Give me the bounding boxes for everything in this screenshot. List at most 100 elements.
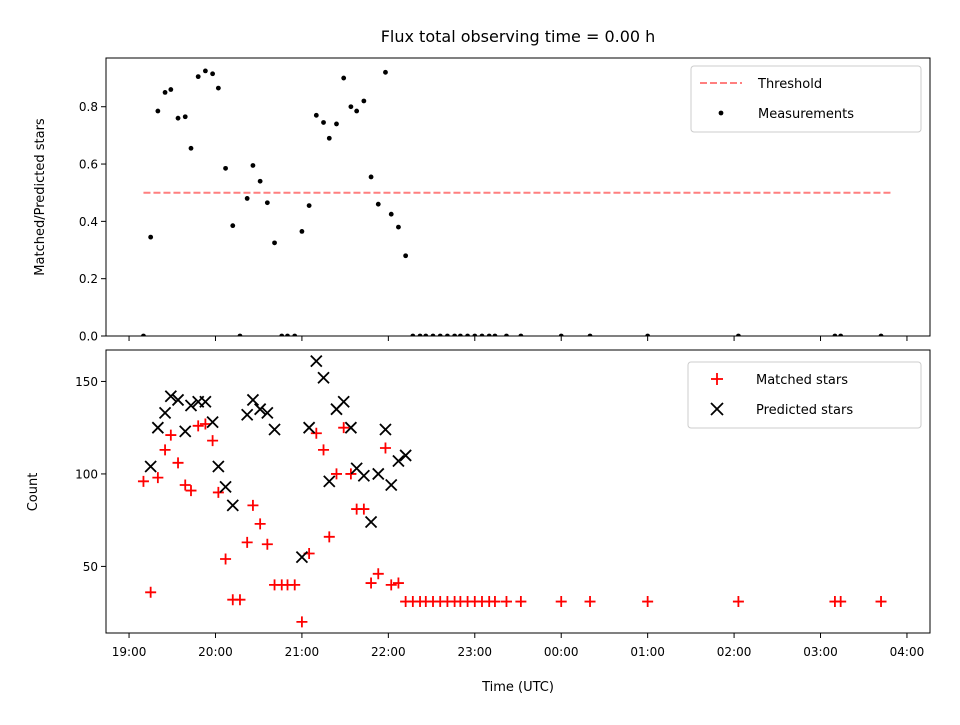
matched-stars-point xyxy=(212,486,224,498)
measurements-point xyxy=(326,135,332,141)
measurements-point xyxy=(175,115,181,121)
measurements-point xyxy=(230,223,236,229)
predicted-stars-point xyxy=(212,460,225,473)
measurements-point xyxy=(257,178,263,184)
measurements-point xyxy=(472,333,478,336)
measurements-point xyxy=(279,333,285,336)
matched-stars-point xyxy=(137,475,149,487)
matched-stars-point xyxy=(165,429,177,441)
matched-stars-point xyxy=(254,518,266,530)
count-x-tick-label: 23:00 xyxy=(457,645,492,659)
ratio-legend: Threshold Measurements xyxy=(690,65,922,133)
predicted-stars-point xyxy=(261,406,274,420)
measurements-point xyxy=(403,253,409,259)
measurements-point xyxy=(237,333,243,336)
matched-stars-point xyxy=(555,596,567,608)
predicted-stars-point xyxy=(171,393,185,407)
predicted-stars-point xyxy=(372,467,385,481)
count-x-tick-label: 20:00 xyxy=(198,645,233,659)
matched-stars-point xyxy=(192,420,204,432)
measurements-point xyxy=(361,98,367,104)
measurements-point xyxy=(250,163,256,168)
count-y-tick-label: 150 xyxy=(75,375,98,389)
matched-stars-point xyxy=(358,503,370,515)
predicted-stars-point xyxy=(199,395,212,408)
ratio-y-tick-label: 0.8 xyxy=(79,100,98,114)
matched-stars-point xyxy=(365,577,377,589)
measurements-point xyxy=(210,71,216,77)
matched-stars-point xyxy=(489,596,501,608)
matched-stars-point xyxy=(835,596,847,608)
figure-title: Flux total observing time = 0.00 h xyxy=(381,27,656,46)
legend-matched-label: Matched stars xyxy=(756,373,848,388)
measurements-point xyxy=(417,333,423,336)
matched-stars-point xyxy=(345,468,357,480)
predicted-stars-point xyxy=(184,399,198,412)
matched-stars-point xyxy=(220,553,232,565)
ratio-y-tick-label: 0.6 xyxy=(79,158,98,172)
measurements-point xyxy=(878,333,884,336)
matched-stars-point xyxy=(207,435,219,447)
measurements-point xyxy=(354,108,360,114)
matched-stars-point xyxy=(152,472,164,484)
count-y-tick-label: 50 xyxy=(83,560,98,574)
measurements-point xyxy=(313,112,319,118)
measurements-point xyxy=(299,228,305,234)
measurements-point xyxy=(215,85,221,91)
measurements-point xyxy=(292,333,298,336)
ratio-plot-area xyxy=(141,68,893,336)
measurements-point xyxy=(832,333,838,336)
ratio-y-tick-label: 0.4 xyxy=(79,215,98,229)
count-plot-frame xyxy=(105,349,931,634)
measurements-point xyxy=(457,333,463,336)
predicted-stars-point xyxy=(206,416,219,429)
measurements-point xyxy=(141,333,146,336)
measurements-point xyxy=(188,145,194,151)
matched-stars-point xyxy=(515,596,527,608)
measurements-point xyxy=(375,201,381,207)
count-x-axis: 19:00 20:00 21:00 22:00 23:00 00:00 01:00 02:00… xyxy=(112,633,924,659)
matched-stars-point xyxy=(310,427,322,439)
measurements-point xyxy=(264,200,270,206)
measurements-point xyxy=(437,333,443,336)
predicted-stars-point xyxy=(337,395,350,408)
matched-stars-point xyxy=(379,442,391,454)
predicted-stars-point xyxy=(158,406,172,420)
predicted-stars-point xyxy=(357,469,370,482)
count-legend-box xyxy=(687,361,922,429)
predicted-stars-point xyxy=(310,354,323,368)
predicted-stars-point xyxy=(295,551,309,564)
measurements-point xyxy=(348,104,354,110)
matched-stars-point xyxy=(179,479,191,491)
predicted-stars-point xyxy=(219,480,232,494)
measurements-point xyxy=(334,121,339,127)
count-x-axis-label: Time (UTC) xyxy=(481,680,554,695)
predicted-stars-point xyxy=(246,393,260,407)
count-x-tick-label: 19:00 xyxy=(112,645,147,659)
measurements-point xyxy=(558,333,564,336)
matched-stars-point xyxy=(875,596,887,608)
count-x-tick-label: 03:00 xyxy=(803,645,838,659)
count-x-tick-label: 00:00 xyxy=(544,645,579,659)
legend-predicted-label: Predicted stars xyxy=(756,403,853,418)
measurements-point xyxy=(452,333,458,336)
predicted-stars-point xyxy=(164,390,177,403)
predicted-stars-point xyxy=(399,449,412,462)
matched-stars-point xyxy=(159,444,171,456)
measurements-point xyxy=(223,165,228,171)
measurements-point xyxy=(306,203,312,208)
matched-stars-point xyxy=(338,422,350,434)
matched-stars-point xyxy=(247,499,259,511)
count-x-tick-label: 02:00 xyxy=(717,645,752,659)
predicted-stars-point xyxy=(302,421,316,434)
measurements-point xyxy=(244,196,250,201)
count-y-axis: 50 100 150 xyxy=(75,375,106,574)
measurements-point xyxy=(430,333,436,336)
measurements-point xyxy=(492,333,498,336)
predicted-stars-point xyxy=(268,423,281,436)
measurements-point xyxy=(518,333,524,336)
matched-stars-point xyxy=(642,596,654,608)
predicted-stars-point xyxy=(179,425,192,438)
predicted-stars-point xyxy=(144,460,157,473)
matched-stars-point xyxy=(330,468,342,480)
